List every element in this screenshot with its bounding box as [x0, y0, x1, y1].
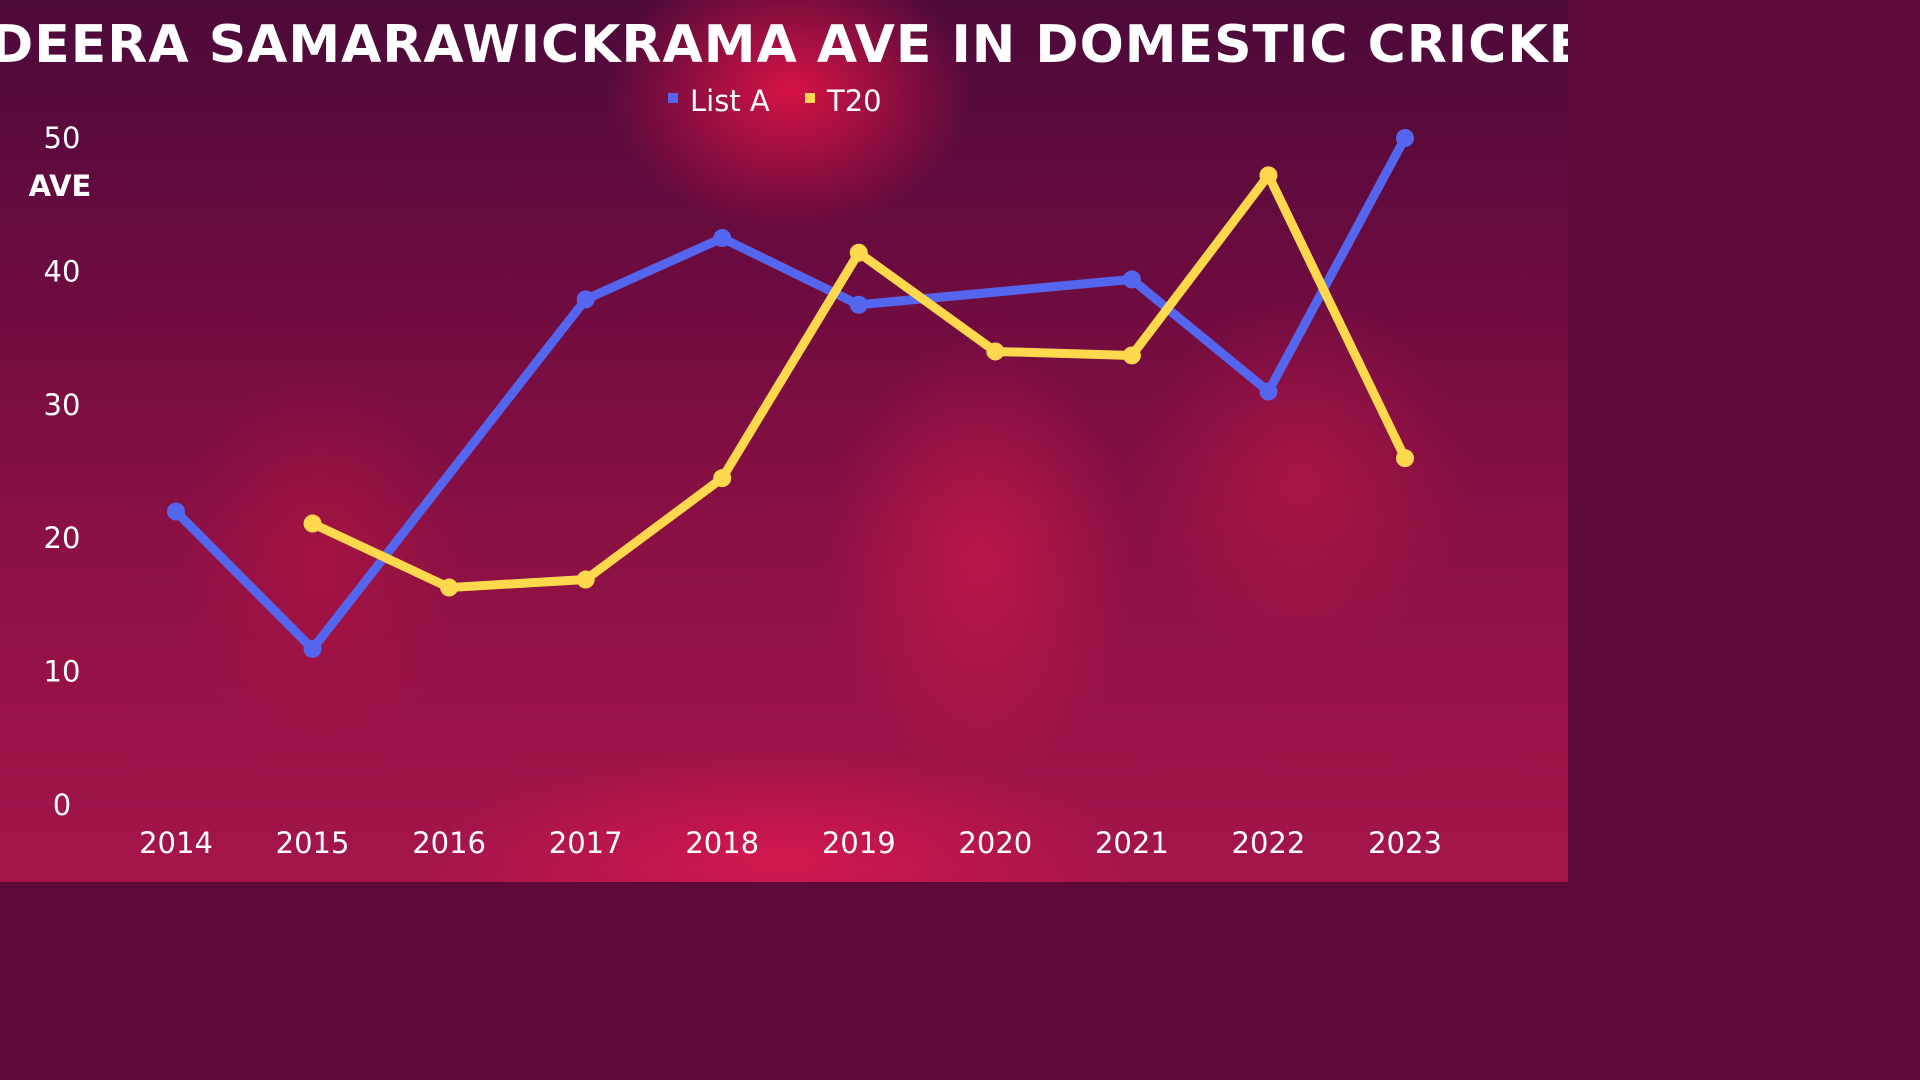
- x-tick-label: 2018: [685, 826, 759, 860]
- data-point: [1122, 270, 1141, 289]
- x-tick-label: 2020: [958, 826, 1032, 860]
- data-point: [713, 229, 732, 248]
- y-tick-label: 40: [44, 254, 81, 288]
- x-tick-label: 2015: [276, 826, 350, 860]
- legend-swatch: [668, 93, 678, 103]
- x-tick-label: 2023: [1368, 826, 1442, 860]
- series-line: [308, 170, 1410, 593]
- data-point: [303, 639, 322, 658]
- y-tick-label: 20: [44, 521, 81, 555]
- series-t20: [303, 166, 1414, 597]
- legend-item: List A: [668, 84, 770, 118]
- y-tick-label: 50: [44, 121, 81, 155]
- series-list-a: [167, 129, 1414, 658]
- legend-item: T20: [805, 84, 882, 118]
- y-axis-ticks: 0 10 20 30 40 50: [44, 121, 81, 822]
- x-tick-label: 2019: [822, 826, 896, 860]
- x-tick-label: 2017: [549, 826, 623, 860]
- x-tick-label: 2014: [139, 826, 213, 860]
- y-axis-label: AVE: [29, 169, 92, 203]
- data-point: [849, 295, 868, 314]
- y-tick-label: 0: [53, 788, 71, 822]
- data-point: [576, 570, 595, 589]
- series-line: [171, 133, 1410, 654]
- series-group: [167, 129, 1414, 658]
- x-axis-ticks: 2014 2015 2016 2017 2018 2019 2020 2021 2022 2023: [139, 826, 1442, 860]
- x-tick-label: 2022: [1232, 826, 1306, 860]
- data-point: [1259, 382, 1278, 401]
- data-point: [576, 290, 595, 309]
- legend-swatch: [805, 93, 815, 103]
- data-point: [1396, 449, 1414, 468]
- data-point: [167, 502, 185, 521]
- chart-title: SADEERA SAMARAWICKRAMA AVE IN DOMESTIC C…: [0, 15, 1568, 75]
- data-point: [713, 469, 732, 488]
- y-tick-label: 10: [44, 655, 81, 689]
- legend: List A T20: [668, 84, 882, 118]
- data-point: [440, 578, 459, 597]
- y-tick-label: 30: [44, 388, 81, 422]
- data-point: [849, 243, 868, 262]
- x-tick-label: 2021: [1095, 826, 1169, 860]
- data-point: [1396, 129, 1414, 147]
- x-tick-label: 2016: [412, 826, 486, 860]
- legend-label: T20: [826, 84, 882, 118]
- line-chart: SADEERA SAMARAWICKRAMA AVE IN DOMESTIC C…: [0, 15, 1568, 860]
- legend-label: List A: [690, 84, 770, 118]
- chart-canvas: SADEERA SAMARAWICKRAMA AVE IN DOMESTIC C…: [0, 0, 1568, 882]
- data-point: [303, 514, 322, 533]
- data-point: [986, 342, 1005, 361]
- data-point: [1122, 346, 1141, 365]
- data-point: [1259, 166, 1278, 185]
